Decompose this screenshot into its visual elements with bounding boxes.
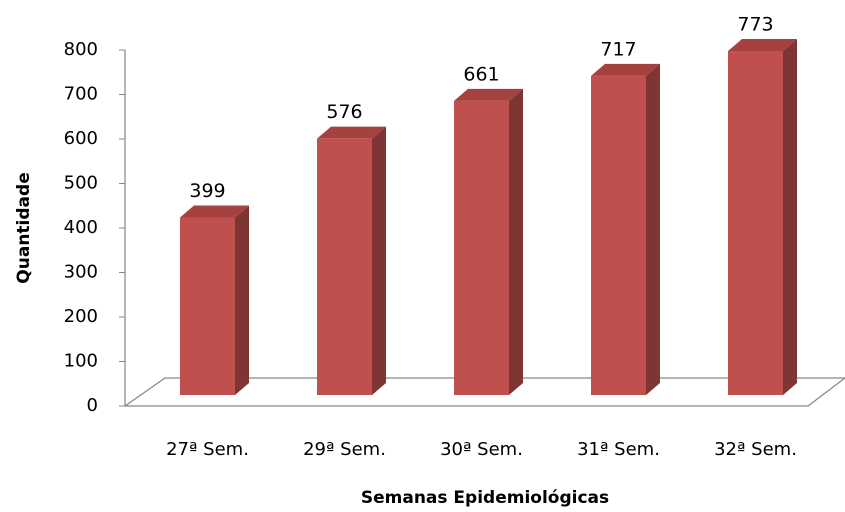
bar-side [372, 126, 386, 396]
y-tick-label: 600 [64, 128, 98, 149]
bar-top [591, 63, 660, 76]
data-label: 661 [463, 63, 499, 85]
bar-top [180, 205, 249, 218]
y-tick-label: 400 [64, 217, 98, 238]
data-label: 399 [189, 180, 225, 202]
data-label: 773 [737, 14, 773, 36]
floor-front [125, 377, 845, 407]
x-tick-label: 32ª Sem. [714, 439, 797, 460]
bar-side [646, 63, 660, 396]
y-tick-label: 800 [64, 39, 98, 60]
y-tick-label: 300 [64, 262, 98, 283]
bar-top [317, 126, 386, 139]
y-tick-label: 500 [64, 173, 98, 194]
bar [317, 138, 372, 395]
x-axis-title: Semanas Epidemiológicas [361, 488, 609, 508]
bar [591, 75, 646, 395]
bar-side [509, 88, 523, 395]
x-tick-label: 27ª Sem. [166, 439, 249, 460]
data-label: 717 [600, 38, 636, 60]
x-tick-label: 29ª Sem. [303, 439, 386, 460]
y-tick-label: 700 [64, 84, 98, 105]
data-label: 576 [326, 101, 362, 123]
y-tick-label: 100 [64, 351, 98, 372]
x-tick-label: 30ª Sem. [440, 439, 523, 460]
bar-side [235, 205, 249, 395]
y-tick-label: 200 [64, 306, 98, 327]
bar [728, 51, 783, 395]
bar-side [783, 39, 797, 395]
bar-top [454, 88, 523, 101]
x-tick-label: 31ª Sem. [577, 439, 660, 460]
bar-top [728, 39, 797, 52]
y-axis-title: Quantidade [14, 172, 34, 283]
bar [454, 100, 509, 395]
bar [180, 217, 235, 395]
y-tick-label: 0 [87, 395, 98, 416]
